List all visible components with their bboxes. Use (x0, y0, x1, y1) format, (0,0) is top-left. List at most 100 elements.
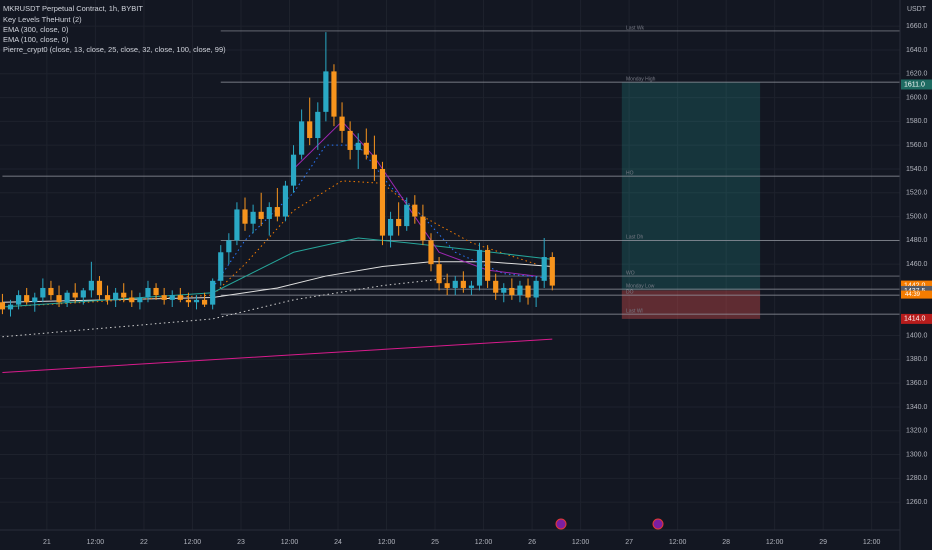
candle-body (234, 209, 240, 241)
y-tick-label: 1260.0 (906, 499, 928, 506)
grid (0, 0, 900, 530)
key-level-label: Last Wl (626, 308, 643, 314)
candle-body (517, 285, 523, 296)
price-label-bg (901, 79, 932, 90)
candle-body (242, 209, 248, 224)
x-tick-label: 25 (431, 539, 439, 546)
candle-body (0, 302, 6, 310)
key-level-label: HO (626, 170, 634, 176)
candle-body (274, 207, 280, 217)
candle-body (396, 218, 402, 227)
x-tick-label: 12:00 (669, 539, 687, 546)
candle-body (533, 280, 539, 298)
candle-body (444, 283, 450, 288)
candle-body (129, 297, 135, 303)
currency: USDT (907, 6, 927, 13)
indicator-line (2, 180, 537, 308)
y-tick-label: 1640.0 (906, 47, 928, 54)
candle-body (161, 295, 167, 300)
key-level-label: Monday Low (626, 283, 655, 289)
candle-body (15, 295, 22, 305)
candle-body (169, 295, 175, 300)
candle-body (460, 280, 466, 288)
countdown-bg (901, 290, 932, 299)
candle-body (387, 218, 394, 236)
key-level-label: Last Dh (626, 235, 643, 241)
x-tick-label: 12:00 (184, 539, 202, 546)
candle-body (64, 292, 70, 303)
candle-body (137, 297, 143, 303)
candle-body (347, 130, 353, 150)
candle-body (290, 154, 297, 186)
indicator: Key Levels TheHunt (2) (3, 15, 82, 24)
event-icon[interactable] (555, 518, 567, 530)
candle-body (48, 287, 54, 296)
candle-body (185, 299, 192, 303)
price-label-bg (901, 313, 932, 324)
y-tick-label: 1280.0 (906, 475, 928, 482)
axes: 1260.0 1280.0 1300.0 1320.0 1340.0 1360.0 1380… (43, 23, 932, 546)
x-tick-label: 21 (43, 539, 51, 546)
candle-body (121, 292, 127, 298)
candle-body (7, 304, 14, 310)
y-tick-label: 1580.0 (906, 118, 928, 125)
y-tick-label: 1360.0 (906, 380, 928, 387)
candle-body (420, 216, 426, 241)
candle-body (331, 71, 337, 117)
candle-body (153, 287, 159, 296)
candle-body (315, 111, 321, 139)
candle-body (40, 287, 46, 298)
candle-body (258, 211, 264, 219)
x-tick-label: 12:00 (281, 539, 299, 546)
key-level-label: Last Wk (626, 25, 645, 31)
candle-body (307, 121, 313, 139)
indicator: EMA (100, close, 0) (3, 35, 69, 44)
candle-body (436, 264, 442, 284)
candle-body (218, 252, 224, 281)
x-tick-label: 24 (334, 539, 342, 546)
y-tick-label: 1380.0 (906, 356, 928, 363)
candle-body (282, 185, 289, 217)
candle-body (24, 295, 30, 303)
x-tick-label: 12:00 (378, 539, 396, 546)
candle-body (323, 71, 329, 112)
candle-body (493, 280, 499, 293)
key-level-label: DO (626, 289, 634, 295)
candle-body (32, 297, 38, 303)
candle-body (145, 287, 151, 298)
stop-zone (621, 290, 761, 319)
candle-body (201, 299, 208, 305)
chart-title: MKRUSDT Perpetual Contract, 1h, BYBIT (3, 4, 143, 13)
candle-body (193, 299, 200, 303)
y-tick-label: 1540.0 (906, 166, 928, 173)
price-label: 1414.0 (904, 316, 926, 323)
indicator-line (2, 338, 553, 373)
candle-body (412, 204, 418, 217)
x-tick-label: 27 (625, 539, 633, 546)
candle-body (72, 292, 78, 298)
y-tick-label: 1600.0 (906, 94, 928, 101)
y-tick-label: 1520.0 (906, 190, 928, 197)
target-zone (621, 82, 761, 291)
price-label: 1611.0 (904, 81, 925, 88)
candle-body (541, 257, 547, 281)
candle-body (379, 168, 386, 236)
x-tick-label: 12:00 (572, 539, 590, 546)
candle-body (339, 116, 345, 131)
x-tick-label: 23 (237, 539, 245, 546)
candle-body (96, 280, 103, 296)
key-level-label: WO (626, 270, 635, 276)
candle-body (210, 280, 216, 305)
x-tick-label: 26 (528, 539, 536, 546)
candle-body (363, 142, 369, 155)
event-icon[interactable] (652, 518, 664, 530)
y-tick-label: 1300.0 (906, 451, 928, 458)
candle-body (113, 292, 119, 300)
candle-body (501, 287, 507, 293)
candle-body (468, 285, 475, 288)
candle-body (509, 287, 515, 296)
candle-body (266, 207, 272, 219)
x-tick-label: 12:00 (87, 539, 105, 546)
